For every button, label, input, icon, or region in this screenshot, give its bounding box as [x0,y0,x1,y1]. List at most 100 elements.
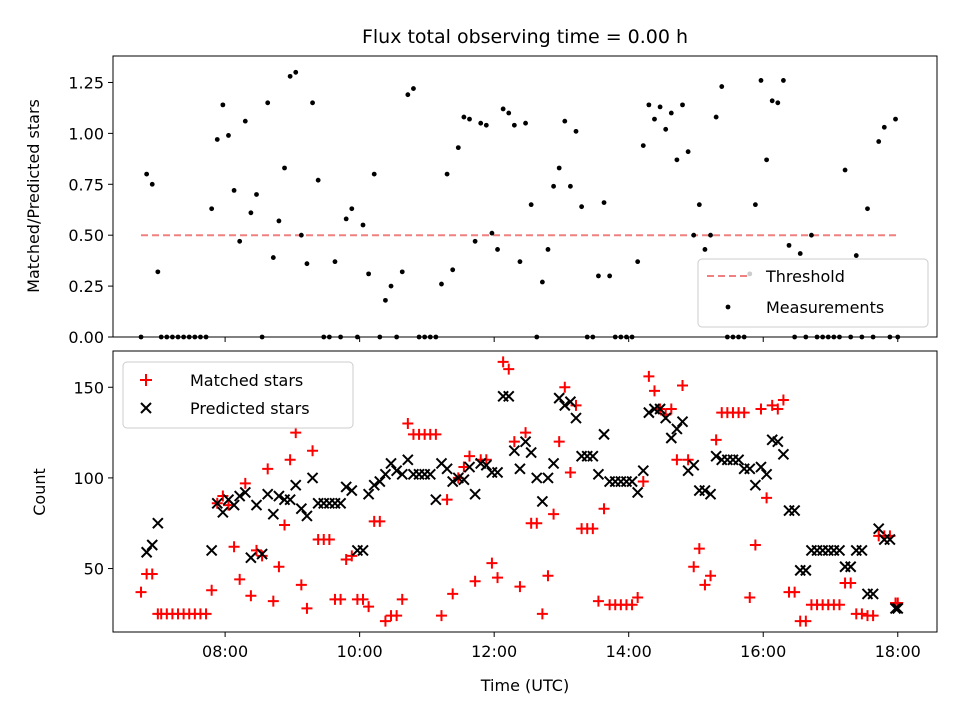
matched-star-point [486,557,498,569]
matched-star-point [514,581,526,593]
measurement-point [472,238,478,244]
matched-star-point [632,592,644,604]
predicted-star-point [892,602,904,615]
predicted-star-point [889,602,902,615]
matched-star-point [435,610,447,622]
measurement-point [315,177,321,183]
bottom-y-axis-label: Count [30,468,49,516]
matched-star-point [867,610,879,622]
predicted-star-point [732,454,745,466]
measurement-point [248,210,254,216]
top-y-axis-ticks: 0.00 0.25 0.50 0.75 1.00 1.25 [68,73,113,347]
predicted-star-point [146,539,158,551]
measurement-point [254,192,259,197]
measurement-point [797,251,803,256]
matched-star-point [508,436,520,448]
measurement-point [506,110,512,116]
measurement-point [568,183,573,189]
predicted-star-point [228,499,240,511]
predicted-star-point [777,448,790,461]
matched-star-point [626,599,638,611]
measurement-point [781,78,786,83]
measurement-point [640,143,646,148]
measurement-point [562,118,568,124]
predicted-star-point [346,484,358,497]
predicted-legend-label: Predicted stars [190,399,310,418]
predicted-star-point [654,403,666,415]
predicted-star-point [536,495,549,508]
measurement-point [556,165,562,171]
predicted-star-point [872,522,885,535]
matched-star-point [357,593,369,605]
measurement-point [467,116,472,122]
predicted-star-point [531,472,543,484]
matched-star-point [267,595,279,607]
measurement-point [276,218,282,224]
measurement-point [607,273,613,279]
measurement-point [680,102,685,108]
predicted-star-point [626,475,638,488]
measurement-point [696,202,702,208]
predicted-star-point [508,445,521,457]
measurement-point [360,222,366,228]
measurement-point [478,120,484,126]
measurement-point [719,84,725,89]
measurement-point [511,122,517,128]
matched-star-point [391,610,403,622]
matched-star-point [699,579,711,591]
matched-legend-swatch [140,374,152,386]
measurement-point [876,139,882,144]
matched-star-point [234,573,246,585]
predicted-star-point [140,546,153,558]
measurement-point [298,232,304,238]
predicted-legend-swatch [140,402,152,414]
predicted-star-point [245,551,257,564]
matched-star-point [441,494,453,506]
measurement-point [545,247,551,252]
measurement-point [517,259,523,265]
predicted-star-point [688,459,700,471]
matched-star-point [430,428,442,440]
measurement-point [764,157,769,163]
matched-star-point [800,615,812,627]
measurement-point [388,283,394,289]
measurement-point [231,187,237,193]
measurement-point [500,106,506,112]
top-plot-frame [112,55,938,338]
bottom-x-axis-label: Time (UTC) [480,676,569,695]
predicted-star-point [424,468,436,480]
measurement-point [663,126,669,132]
measurement-point [483,122,489,128]
predicted-star-point [559,399,571,412]
matched-star-point [497,356,509,368]
matched-legend-label: Matched stars [190,371,303,390]
matched-star-point [295,579,307,591]
predicted-star-point [446,475,459,488]
matched-star-point [464,450,476,462]
predicted-star-point [710,450,722,462]
top-y-tick-label: 1.00 [68,124,104,143]
measurement-point [635,259,641,265]
measurement-point [439,281,444,287]
measurement-point [786,242,792,248]
measurements-legend-label: Measurements [766,298,884,317]
measurement-point [646,102,652,108]
matched-star-point [307,445,319,457]
predicted-star-point [800,564,812,577]
predicted-star-point [699,484,711,497]
matched-star-point [755,403,767,415]
matched-star-point [447,588,459,600]
matched-star-point [761,492,773,504]
bottom-y-tick-label: 100 [73,469,104,488]
measurement-point [596,273,601,279]
measurement-point [220,102,226,108]
matched-star-point [693,543,705,555]
predicted-star-point [301,510,313,522]
matched-star-point [671,454,683,466]
predicted-star-point [250,499,263,511]
predicted-star-point [290,479,302,491]
matched-star-point [469,575,481,587]
matched-star-point [833,599,845,611]
matched-star-point [363,601,375,613]
